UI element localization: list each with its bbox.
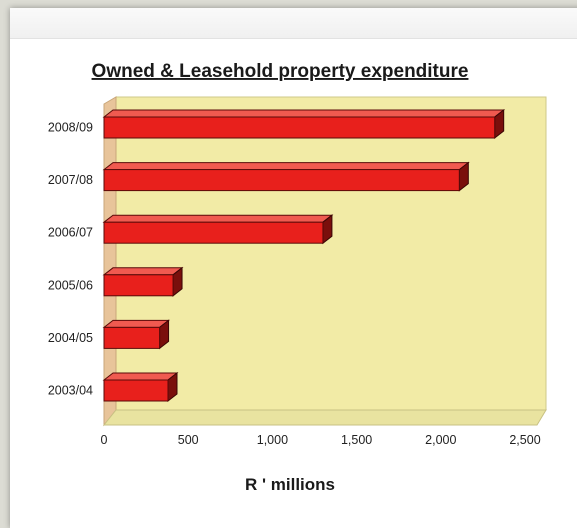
bar	[102, 319, 171, 350]
plot-floor	[102, 409, 547, 426]
bar-front-face	[103, 221, 324, 244]
bar	[102, 214, 334, 245]
x-tick-labels: 0 500 1,000 1,500 2,000 2,500	[101, 433, 541, 447]
bar	[102, 266, 184, 297]
x-tick-label: 2,500	[509, 433, 540, 447]
x-axis-label: R ' millions	[245, 475, 335, 494]
x-tick-label: 1,500	[341, 433, 372, 447]
plot-back-wall	[115, 96, 547, 411]
bar-top-face	[102, 267, 184, 276]
x-tick-label: 2,000	[425, 433, 456, 447]
bar-top-face	[102, 109, 506, 118]
bar-front-face	[103, 169, 460, 192]
bar	[102, 371, 179, 403]
category-label: 2006/07	[48, 226, 93, 240]
bar-chart: Owned & Leasehold property expenditure 2…	[48, 61, 547, 494]
x-tick-label: 0	[101, 433, 108, 447]
bar-top-face	[102, 214, 334, 223]
category-labels: 2008/09 2007/08 2006/07 2005/06 2004/05 2003/…	[48, 121, 93, 398]
category-label: 2004/05	[48, 331, 93, 345]
bar-top-face	[102, 319, 171, 328]
bar	[102, 161, 470, 192]
category-label: 2008/09	[48, 121, 93, 135]
bar	[102, 108, 506, 140]
bars-group	[102, 108, 506, 403]
chart-title: Owned & Leasehold property expenditure	[92, 61, 469, 82]
category-label: 2003/04	[48, 384, 93, 398]
bar-top-face	[102, 162, 470, 171]
bar-front-face	[103, 379, 169, 402]
bar-front-face	[103, 326, 161, 349]
bar-front-face	[103, 116, 496, 139]
bar-top-face	[102, 372, 179, 381]
bar-front-face	[103, 274, 174, 297]
category-label: 2005/06	[48, 278, 93, 292]
x-tick-label: 1,000	[257, 433, 288, 447]
card-header-band	[10, 8, 577, 39]
category-label: 2007/08	[48, 173, 93, 187]
x-tick-label: 500	[178, 433, 199, 447]
